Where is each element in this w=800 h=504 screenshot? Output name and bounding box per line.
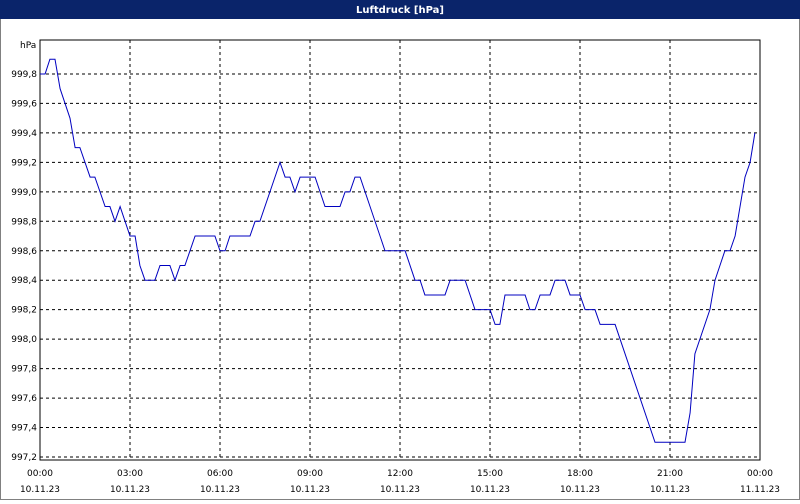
line-series: [40, 58, 756, 443]
x-tick-date: 10.11.23: [20, 485, 60, 495]
title-bar: [0, 0, 800, 19]
x-tick-label: 06:00: [207, 469, 233, 479]
x-tick-label: 21:00: [657, 469, 683, 479]
x-tick-label: 12:00: [387, 469, 413, 479]
x-tick-label: 03:00: [117, 469, 143, 479]
y-tick-label: 999,0: [11, 188, 37, 198]
x-tick-date: 10.11.23: [200, 485, 240, 495]
x-tick-date: 10.11.23: [650, 485, 690, 495]
y-tick-label: 999,4: [11, 129, 37, 139]
x-tick-date: 11.11.23: [740, 485, 780, 495]
x-tick-date: 10.11.23: [110, 485, 150, 495]
y-tick-label: 998,4: [11, 276, 37, 286]
y-tick-label: 998,6: [11, 247, 37, 257]
y-tick-label: 998,2: [11, 306, 37, 316]
x-tick-label: 15:00: [477, 469, 503, 479]
y-tick-label: 999,6: [11, 99, 37, 109]
y-tick-label: 999,2: [11, 158, 37, 168]
x-tick-label: 18:00: [567, 469, 593, 479]
y-tick-label: 998,8: [11, 217, 37, 227]
y-tick-label: 997,6: [11, 394, 37, 404]
x-tick-date: 10.11.23: [380, 485, 420, 495]
x-tick-label: 00:00: [27, 469, 53, 479]
y-tick-label: 997,4: [11, 424, 37, 434]
x-tick-date: 10.11.23: [560, 485, 600, 495]
x-tick-label: 00:00: [747, 469, 773, 479]
y-tick-label: 997,2: [11, 453, 37, 463]
x-tick-label: 09:00: [297, 469, 323, 479]
y-tick-label: 998,0: [11, 335, 37, 345]
y-axis-label: hPa: [20, 41, 36, 51]
x-tick-date: 10.11.23: [470, 485, 510, 495]
chart-title: Luftdruck [hPa]: [356, 5, 444, 16]
x-tick-date: 10.11.23: [290, 485, 330, 495]
y-tick-label: 999,8: [11, 70, 37, 80]
y-tick-label: 997,8: [11, 365, 37, 375]
